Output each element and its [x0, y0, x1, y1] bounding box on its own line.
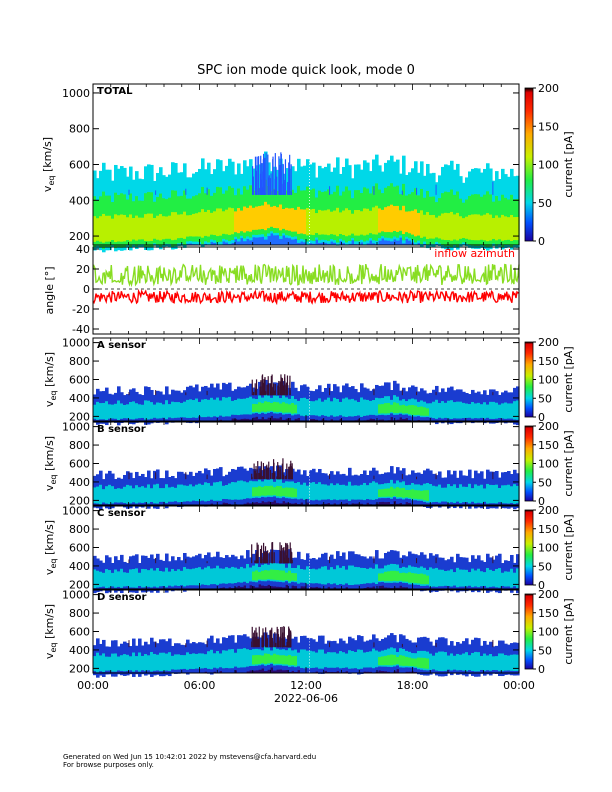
ytick-label-A-1000: 1000 — [62, 337, 90, 350]
colorbar-tick-total-100: 100 — [538, 159, 559, 172]
ytick-label-angle-20: 20 — [76, 263, 90, 276]
colorbar-tick-C-100: 100 — [538, 542, 559, 555]
ytick-label-total-400: 400 — [69, 194, 90, 207]
panel-label-B: B sensor — [97, 424, 146, 435]
ytick-label-B-1000: 1000 — [62, 421, 90, 434]
panel-C: C sensor 200 400 600 800 1000 veq [km/s] 0 50 100… — [43, 504, 575, 594]
panel-label-D: D sensor — [97, 592, 146, 603]
ytick-label-D-800: 800 — [69, 607, 90, 620]
ytick-label-angle--40: -40 — [72, 323, 90, 336]
colorbar-label-total: current [pA] — [562, 131, 575, 197]
colorbar-tick-A-100: 100 — [538, 374, 559, 387]
colorbar-B — [524, 425, 534, 502]
colorbar-tick-C-0: 0 — [538, 579, 545, 592]
colorbar-tick-C-200: 200 — [538, 504, 559, 517]
ytick-label-C-600: 600 — [69, 542, 90, 555]
colorbar-tick-B-100: 100 — [538, 458, 559, 471]
colorbar-tick-A-200: 200 — [538, 336, 559, 349]
colorbar-tick-total-200: 200 — [538, 82, 559, 95]
chart-title: SPC ion mode quick look, mode 0 — [197, 63, 415, 78]
ytick-label-angle-40: 40 — [76, 243, 90, 256]
colorbar-label-B: current [pA] — [562, 430, 575, 496]
ytick-label-D-600: 600 — [69, 626, 90, 639]
panel-label-A: A sensor — [97, 340, 146, 351]
ylabel-B: veq [km/s] — [43, 436, 58, 491]
ytick-label-A-400: 400 — [69, 392, 90, 405]
panel-frame-angle — [92, 246, 520, 335]
ylabel-C: veq [km/s] — [43, 520, 58, 575]
footer-browse-line: For browse purposes only. — [63, 761, 154, 769]
panel-label-C: C sensor — [97, 508, 145, 519]
panel-B: B sensor 200 400 600 800 1000 veq [km/s] 0 50 100… — [43, 420, 575, 510]
angle-legend-0: inflow azimuth — [434, 247, 515, 260]
colorbar-A — [524, 341, 534, 418]
ytick-label-total-1000: 1000 — [62, 87, 90, 100]
ytick-label-angle-0: 0 — [83, 283, 90, 296]
ytick-label-total-600: 600 — [69, 159, 90, 172]
angle-series-1 — [92, 263, 520, 288]
colorbar-tick-D-200: 200 — [538, 588, 559, 601]
xtick-label-4: 00:00 — [503, 679, 535, 692]
ytick-label-total-800: 800 — [69, 123, 90, 136]
ytick-label-C-200: 200 — [69, 578, 90, 591]
ytick-label-D-400: 400 — [69, 644, 90, 657]
colorbar-tick-D-0: 0 — [538, 663, 545, 676]
colorbar-tick-C-150: 150 — [538, 523, 559, 536]
colorbar-label-A: current [pA] — [562, 346, 575, 412]
ytick-label-A-800: 800 — [69, 355, 90, 368]
colorbar-label-D: current [pA] — [562, 598, 575, 664]
colorbar-total — [524, 87, 534, 242]
ytick-label-total-200: 200 — [69, 230, 90, 243]
panel-angle: inflow azimuth -40 -20 0 20 40 angle [°] — [43, 243, 520, 336]
x-date-label: 2022-06-06 — [274, 692, 338, 705]
colorbar-tick-A-50: 50 — [538, 392, 552, 405]
ytick-label-B-600: 600 — [69, 458, 90, 471]
ytick-label-A-600: 600 — [69, 374, 90, 387]
ylabel-angle: angle [°] — [43, 266, 56, 314]
colorbar-tick-C-50: 50 — [538, 560, 552, 573]
colorbar-tick-B-0: 0 — [538, 495, 545, 508]
footer-generated-line: Generated on Wed Jun 15 10:42:01 2022 by… — [63, 753, 317, 761]
panel-D: D sensor 200 400 600 800 1000 veq [km/s] 0 50 100… — [43, 588, 575, 678]
colorbar-label-C: current [pA] — [562, 514, 575, 580]
colorbar-D — [524, 593, 534, 670]
ytick-label-B-200: 200 — [69, 494, 90, 507]
panel-A: A sensor 200 400 600 800 1000 veq [km/s] 0 50 100… — [43, 336, 575, 426]
ytick-label-D-200: 200 — [69, 662, 90, 675]
ytick-label-A-200: 200 — [69, 410, 90, 423]
xtick-label-3: 18:00 — [397, 679, 429, 692]
xtick-label-1: 06:00 — [184, 679, 216, 692]
ylabel-A: veq [km/s] — [43, 352, 58, 407]
colorbar-tick-A-0: 0 — [538, 411, 545, 424]
ytick-label-C-800: 800 — [69, 523, 90, 536]
colorbar-C — [524, 509, 534, 586]
ytick-label-angle--20: -20 — [72, 303, 90, 316]
ytick-label-B-800: 800 — [69, 439, 90, 452]
colorbar-tick-B-150: 150 — [538, 439, 559, 452]
xtick-label-2: 12:00 — [290, 679, 322, 692]
ylabel-D: veq [km/s] — [43, 604, 58, 659]
colorbar-tick-D-50: 50 — [538, 644, 552, 657]
colorbar-tick-D-100: 100 — [538, 626, 559, 639]
panel-label-total: TOTAL — [97, 86, 133, 97]
xtick-label-0: 00:00 — [77, 679, 109, 692]
colorbar-tick-B-200: 200 — [538, 420, 559, 433]
colorbar-tick-total-0: 0 — [538, 235, 545, 248]
ytick-label-B-400: 400 — [69, 476, 90, 489]
colorbar-tick-A-150: 150 — [538, 355, 559, 368]
ylabel-total: veq [km/s] — [41, 137, 56, 192]
angle-series-0 — [92, 288, 520, 306]
ytick-label-D-1000: 1000 — [62, 589, 90, 602]
colorbar-tick-total-150: 150 — [538, 120, 559, 133]
colorbar-tick-D-150: 150 — [538, 607, 559, 620]
colorbar-tick-B-50: 50 — [538, 476, 552, 489]
panel-total: TOTAL 200 400 600 800 1000 veq [km/s] 0 50 100 150… — [41, 82, 575, 253]
ytick-label-C-1000: 1000 — [62, 505, 90, 518]
colorbar-tick-total-50: 50 — [538, 197, 552, 210]
ytick-label-C-400: 400 — [69, 560, 90, 573]
